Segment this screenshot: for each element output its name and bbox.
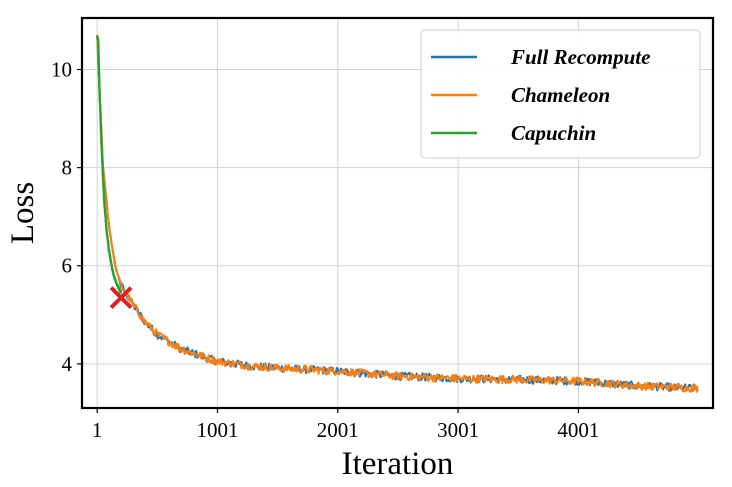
axis-ticks: 1 1001 2001 3001 4001 4 6 8 10 <box>51 58 599 442</box>
legend-label: Chameleon <box>511 83 610 107</box>
x-tick-label: 4001 <box>557 418 599 442</box>
x-tick-label: 1001 <box>196 418 238 442</box>
marker-stroke <box>109 286 133 310</box>
y-tick-label: 8 <box>62 156 73 180</box>
x-tick-label: 3001 <box>437 418 479 442</box>
legend-label: Capuchin <box>511 121 596 145</box>
series-lines <box>96 34 699 393</box>
y-tick-label: 10 <box>51 58 72 82</box>
switch-marker <box>109 286 133 310</box>
y-tick-label: 6 <box>62 254 73 278</box>
legend-label: Full Recompute <box>510 45 650 69</box>
y-axis-title: Loss <box>5 182 41 244</box>
series-line-capuchin <box>96 35 123 294</box>
x-tick-label: 1 <box>92 418 103 442</box>
y-tick-label: 4 <box>62 352 73 376</box>
plot-frame <box>80 16 715 410</box>
series-line-chameleon <box>96 34 699 393</box>
legend-box <box>420 29 701 159</box>
x-axis-title: Iteration <box>342 446 454 482</box>
x-tick-label: 2001 <box>317 418 359 442</box>
legend: Full Recompute Chameleon Capuchin <box>420 29 701 159</box>
